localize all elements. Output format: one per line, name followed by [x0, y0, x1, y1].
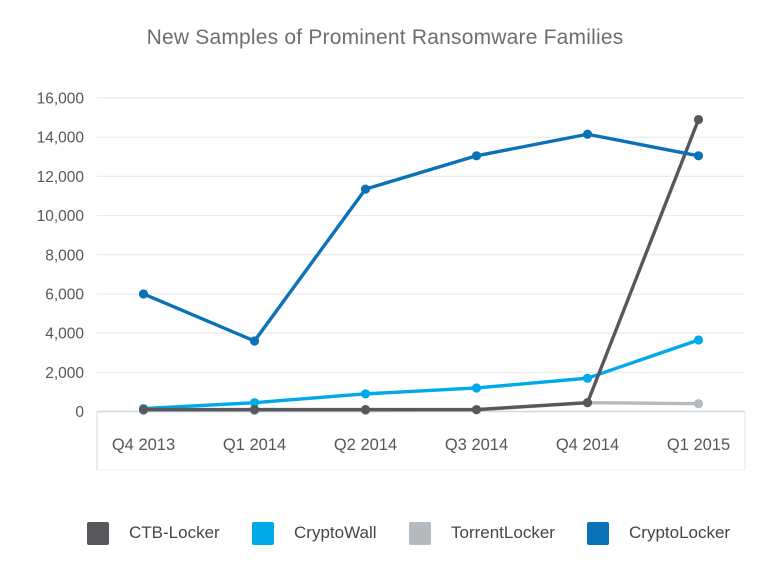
data-point-cryptowall-1	[249, 398, 260, 408]
x-axis-tick-label: Q4 2014	[556, 436, 619, 454]
data-point-cryptolocker-0	[138, 289, 149, 299]
legend-label: CryptoLocker	[629, 523, 731, 542]
y-axis-tick-label: 4,000	[45, 326, 84, 343]
y-axis-tick-label: 16,000	[37, 91, 85, 108]
chart-legend: CTB-Locker CryptoWall TorrentLocker CryptoL…	[0, 520, 770, 550]
y-axis-tick-label: 10,000	[37, 208, 85, 225]
legend-item-cryptowall: CryptoWall	[252, 520, 377, 546]
y-axis-tick-label: 8,000	[45, 247, 84, 264]
legend-label: CryptoWall	[294, 523, 377, 542]
series-line-cryptolocker	[141, 132, 701, 343]
data-point-cryptowall-4	[582, 373, 593, 383]
data-point-cryptowall-3	[471, 383, 482, 393]
chart-title: New Samples of Prominent Ransomware Fami…	[146, 26, 624, 49]
legend-item-cryptolocker: CryptoLocker	[587, 520, 730, 546]
data-point-cryptolocker-1	[249, 336, 260, 346]
x-axis-tick-label: Q4 2013	[112, 436, 175, 454]
data-point-ctb-locker-4	[582, 398, 593, 408]
data-point-ctb-locker-5	[693, 114, 704, 125]
y-axis-tick-label: 2,000	[45, 365, 84, 382]
data-point-cryptolocker-5	[693, 151, 704, 161]
data-point-ctb-locker-0	[138, 404, 149, 415]
legend-label: TorrentLocker	[451, 523, 555, 542]
x-axis-tick-label: Q3 2014	[445, 436, 508, 454]
line-chart-plot-area: 0 2,000 4,000 6,000 8,000 10,000 12,000 14,000 1…	[37, 91, 746, 471]
y-axis-tick-label: 14,000	[37, 130, 85, 147]
legend-swatch-cryptolocker	[587, 521, 609, 545]
data-point-cryptolocker-2	[360, 184, 371, 194]
x-axis-tick-label: Q2 2014	[334, 436, 397, 454]
y-axis-tick-label: 12,000	[37, 169, 85, 186]
data-point-cryptowall-5	[693, 335, 704, 345]
legend-swatch-cryptowall	[252, 521, 274, 545]
data-point-ctb-locker-1	[249, 404, 260, 415]
series-line-cryptowall	[141, 338, 701, 411]
data-point-torrentlocker-5	[693, 399, 704, 409]
legend-item-torrentlocker: TorrentLocker	[409, 520, 555, 546]
legend-swatch-torrentlocker	[409, 521, 431, 545]
data-point-cryptolocker-4	[582, 129, 593, 139]
x-axis-tick-label: Q1 2014	[223, 436, 286, 454]
legend-item-ctb-locker: CTB-Locker	[87, 520, 220, 546]
legend-label: CTB-Locker	[129, 523, 220, 542]
data-point-cryptolocker-3	[471, 151, 482, 161]
y-axis-tick-label: 6,000	[45, 286, 84, 303]
series-line-ctb-locker	[141, 117, 701, 412]
data-point-cryptowall-2	[360, 389, 371, 399]
legend-swatch-ctb-locker	[87, 521, 109, 545]
data-point-ctb-locker-2	[360, 404, 371, 415]
data-point-ctb-locker-3	[471, 404, 482, 415]
x-axis-tick-label: Q1 2015	[667, 436, 730, 454]
y-axis-tick-label: 0	[75, 404, 84, 421]
